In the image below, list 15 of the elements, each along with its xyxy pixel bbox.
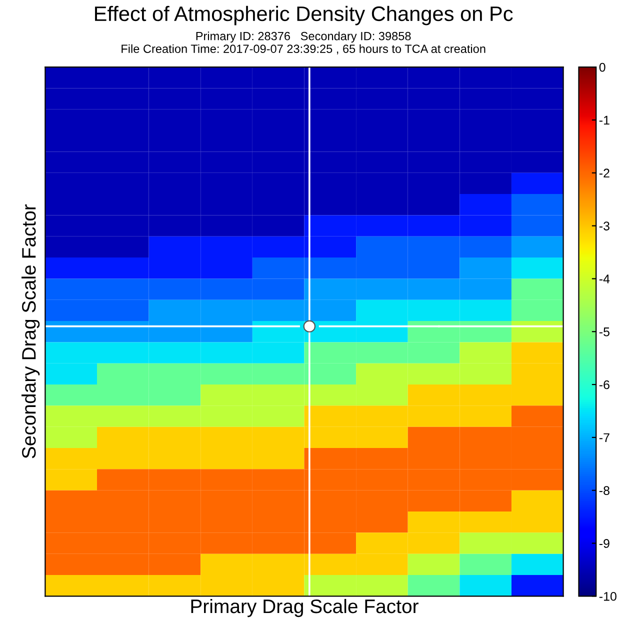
x-axis-title: Primary Drag Scale Factor (191, 598, 418, 618)
chart-title: Effect of Atmospheric Density Changes on Pc (95, 6, 513, 26)
color-bar-label: -10 (599, 592, 616, 601)
color-bar-label: 0 (599, 62, 606, 72)
color-bar-label: -2 (599, 168, 610, 178)
color-bar-label: -9 (599, 539, 610, 548)
color-bar-label: -5 (599, 328, 610, 336)
chart-subtitle: Primary ID: 28376 Secondary ID: 39858 File Creation Time: 2017-09-07 23:39:25 , 65 hours to TCA at creation (122, 32, 486, 54)
color-bar-label: -4 (599, 274, 610, 284)
color-bar-label: -7 (599, 433, 610, 442)
color-bar-label: -8 (599, 486, 610, 495)
color-bar-label: -3 (599, 222, 610, 230)
y-axis-title: Secondary Drag Scale Factor (22, 204, 40, 458)
color-bar-label: -1 (599, 116, 610, 125)
color-bar-label: -6 (599, 380, 610, 390)
